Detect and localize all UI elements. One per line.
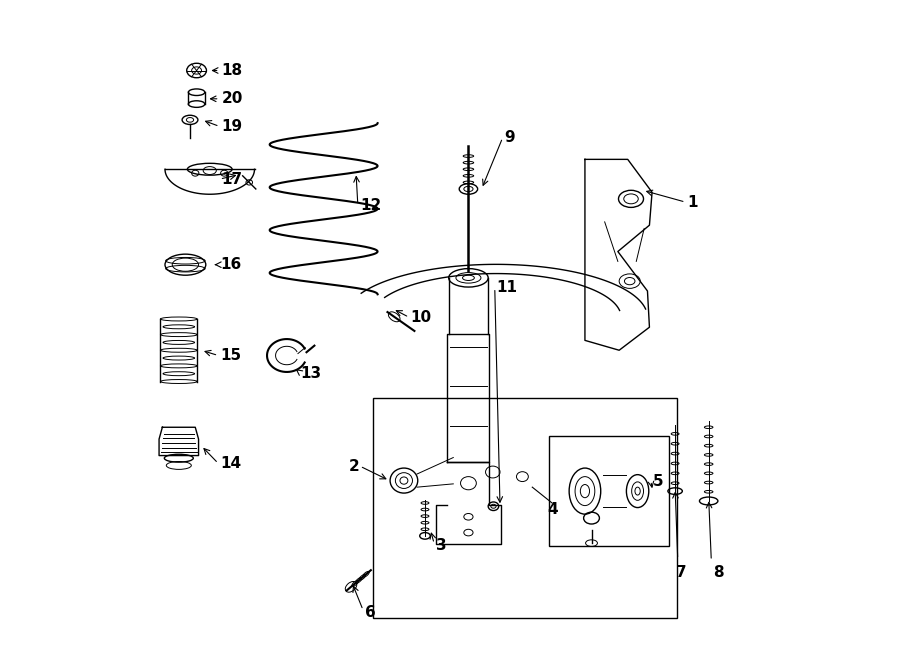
Text: 10: 10 bbox=[410, 310, 432, 325]
Text: 9: 9 bbox=[504, 130, 515, 145]
Text: 19: 19 bbox=[221, 119, 243, 134]
Text: 15: 15 bbox=[220, 348, 241, 363]
Text: 16: 16 bbox=[220, 257, 241, 272]
Text: 18: 18 bbox=[221, 63, 243, 78]
Text: 14: 14 bbox=[220, 456, 241, 471]
Text: 5: 5 bbox=[652, 475, 663, 489]
Text: 17: 17 bbox=[221, 172, 243, 186]
Text: 4: 4 bbox=[547, 502, 558, 517]
Text: 13: 13 bbox=[301, 366, 321, 381]
Text: 3: 3 bbox=[436, 538, 446, 553]
Bar bbox=[549, 436, 669, 547]
Bar bbox=[373, 398, 677, 618]
Text: 1: 1 bbox=[688, 194, 698, 210]
Text: 12: 12 bbox=[360, 198, 381, 213]
Text: 6: 6 bbox=[365, 605, 376, 620]
Text: 20: 20 bbox=[221, 91, 243, 106]
Text: 8: 8 bbox=[714, 565, 724, 580]
Text: 7: 7 bbox=[676, 565, 687, 580]
Text: 11: 11 bbox=[496, 280, 518, 295]
Text: 2: 2 bbox=[348, 459, 359, 473]
